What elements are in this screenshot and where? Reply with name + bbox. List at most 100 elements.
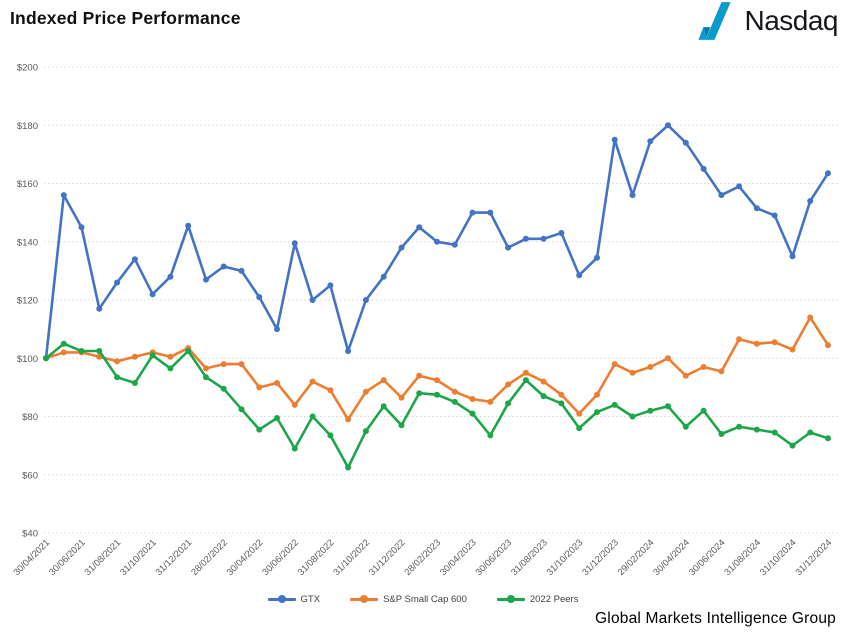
data-point-marker <box>114 279 121 286</box>
y-tick-label: $120 <box>17 296 38 307</box>
data-point-marker <box>274 380 280 386</box>
x-tick-label: 31/08/2022 <box>296 537 336 577</box>
data-point-marker <box>203 374 209 381</box>
data-point-marker <box>149 291 156 298</box>
data-point-marker <box>558 391 565 398</box>
data-point-marker <box>576 272 583 279</box>
data-point-marker <box>558 400 565 407</box>
data-point-marker <box>736 336 743 343</box>
data-point-marker <box>327 387 334 394</box>
data-point-marker <box>629 413 636 420</box>
x-tick-label: 31/10/2021 <box>118 537 158 577</box>
data-point-marker <box>345 348 352 354</box>
data-point-marker <box>665 355 671 362</box>
data-point-marker <box>60 340 67 347</box>
data-point-marker <box>665 122 671 129</box>
x-tick-label: 31/10/2023 <box>545 537 585 577</box>
data-point-marker <box>362 388 369 395</box>
data-point-marker <box>274 415 280 421</box>
data-point-marker <box>309 378 316 385</box>
data-point-marker <box>789 442 796 449</box>
data-point-marker <box>665 403 671 410</box>
data-point-marker <box>220 263 227 270</box>
data-point-marker <box>416 224 423 231</box>
data-point-marker <box>309 297 316 303</box>
y-tick-label: $160 <box>17 179 38 190</box>
data-point-marker <box>682 372 689 379</box>
chart-legend: GTX S&P Small Cap 600 2022 Peers <box>0 590 846 608</box>
data-point-marker <box>505 400 512 407</box>
data-point-marker <box>220 385 227 392</box>
footer-attribution: Global Markets Intelligence Group <box>595 610 836 627</box>
data-point-marker <box>203 365 209 372</box>
nasdaq-logo: Nasdaq <box>696 0 838 42</box>
data-point-marker <box>629 192 636 199</box>
data-point-marker <box>256 426 263 433</box>
data-point-marker <box>522 377 529 384</box>
y-tick-label: $80 <box>22 412 38 423</box>
data-point-marker <box>398 422 405 429</box>
legend-item-s-p-small-cap-600: S&P Small Cap 600 <box>350 594 467 605</box>
data-point-marker <box>487 209 494 216</box>
data-point-marker <box>167 365 174 372</box>
x-tick-label: 30/04/2022 <box>225 537 265 577</box>
data-point-marker <box>682 139 689 146</box>
data-point-marker <box>451 388 458 395</box>
data-point-marker <box>434 238 440 245</box>
data-point-marker <box>434 377 440 384</box>
x-tick-label: 28/02/2022 <box>189 537 229 577</box>
data-point-marker <box>238 267 245 274</box>
data-point-marker <box>522 369 529 376</box>
data-point-marker <box>611 401 618 408</box>
y-tick-label: $60 <box>22 470 38 481</box>
data-point-marker <box>398 244 405 251</box>
x-tick-label: 31/10/2022 <box>331 537 371 577</box>
data-point-marker <box>398 394 405 401</box>
data-point-marker <box>825 170 831 177</box>
data-point-marker <box>451 398 458 405</box>
gridlines <box>44 66 838 534</box>
data-point-marker <box>469 410 476 417</box>
data-point-marker <box>718 431 725 437</box>
x-tick-label: 31/12/2022 <box>367 537 407 577</box>
data-point-marker <box>789 253 796 260</box>
data-point-marker <box>505 244 512 251</box>
data-point-marker <box>647 364 654 370</box>
data-point-marker <box>274 326 280 333</box>
data-point-marker <box>540 378 547 385</box>
data-point-marker <box>114 358 121 365</box>
data-point-marker <box>487 398 494 405</box>
data-point-marker <box>771 212 778 219</box>
data-point-marker <box>309 413 316 420</box>
data-point-marker <box>291 401 298 408</box>
data-point-marker <box>203 276 209 283</box>
data-point-marker <box>256 294 263 301</box>
data-point-marker <box>167 273 174 280</box>
x-tick-label: 30/06/2021 <box>47 537 87 577</box>
legend-label: S&P Small Cap 600 <box>383 593 467 605</box>
data-point-marker <box>469 209 476 216</box>
x-tick-label: 30/04/2021 <box>11 537 51 577</box>
data-point-marker <box>825 342 831 349</box>
data-point-marker <box>576 410 583 417</box>
data-point-marker <box>611 361 618 368</box>
data-point-marker <box>256 384 263 391</box>
data-point-marker <box>327 432 334 439</box>
data-point-marker <box>167 353 174 360</box>
data-point-marker <box>416 390 423 397</box>
x-tick-label: 31/10/2024 <box>758 537 798 577</box>
series-gtx <box>43 122 831 362</box>
x-tick-label: 30/06/2023 <box>474 537 514 577</box>
x-tick-label: 31/08/2021 <box>83 537 123 577</box>
y-tick-label: $200 <box>17 63 38 74</box>
x-axis-tick-labels: 30/04/202130/06/202131/08/202131/10/2021… <box>11 537 833 577</box>
data-point-marker <box>60 192 67 199</box>
x-tick-label: 29/02/2024 <box>616 537 656 577</box>
data-point-marker <box>718 368 725 375</box>
data-point-marker <box>416 372 423 379</box>
data-point-marker <box>185 222 192 229</box>
data-point-marker <box>291 445 298 452</box>
data-point-marker <box>362 297 369 303</box>
legend-marker <box>267 595 296 603</box>
